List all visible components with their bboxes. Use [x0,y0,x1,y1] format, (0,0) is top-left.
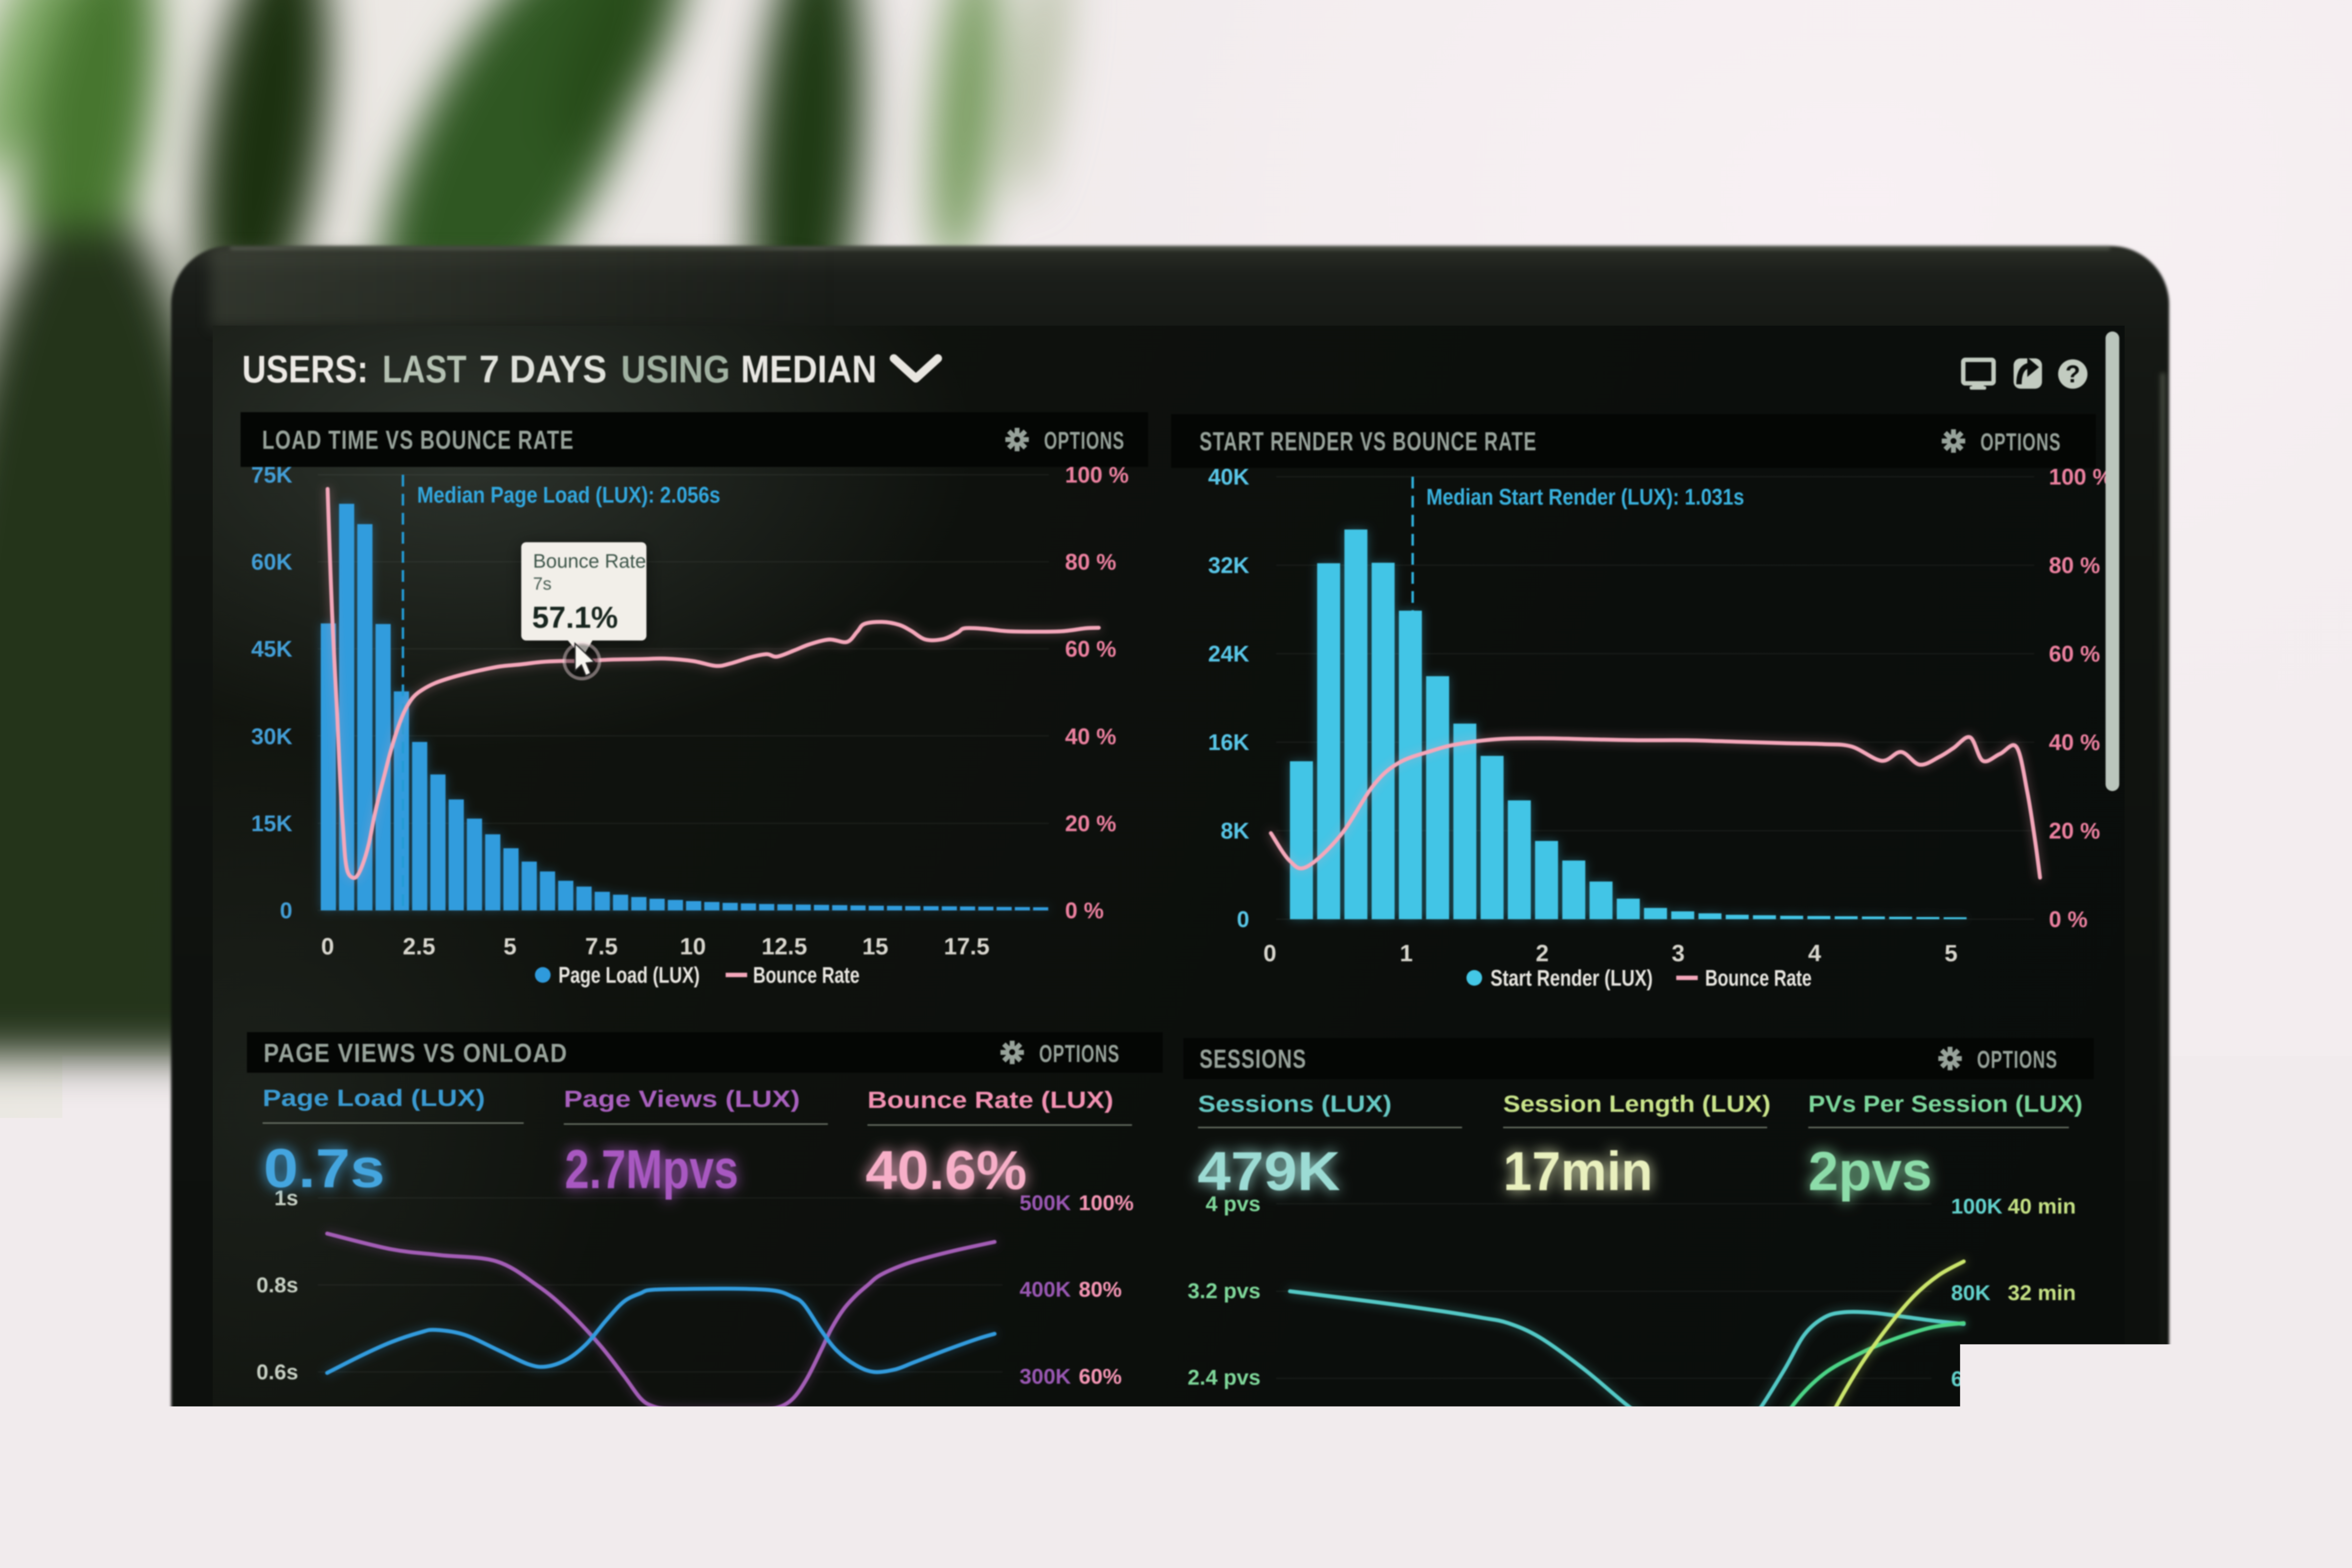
svg-text:5: 5 [504,934,517,960]
svg-text:16K: 16K [1208,729,1249,755]
svg-text:2: 2 [1536,941,1549,967]
svg-text:17.5: 17.5 [944,934,989,960]
svg-text:0: 0 [321,934,334,960]
svg-text:START RENDER VS BOUNCE RATE: START RENDER VS BOUNCE RATE [1199,427,1537,456]
svg-text:USING: USING [621,347,730,391]
svg-text:40%: 40% [1079,1452,1122,1476]
svg-text:0 %: 0 % [2049,906,2087,932]
svg-text:24K: 24K [1208,641,1249,666]
svg-text:80 %: 80 % [1065,549,1116,574]
svg-text:Page Views (LUX): Page Views (LUX) [564,1086,800,1112]
svg-text:Bounce Rate: Bounce Rate [753,962,860,988]
svg-text:Bounce Rate: Bounce Rate [1705,965,1812,991]
svg-text:MEDIAN: MEDIAN [741,347,877,391]
svg-text:2pvs: 2pvs [1808,1141,1932,1202]
svg-text:2.5: 2.5 [403,934,436,960]
svg-text:30K: 30K [251,724,292,749]
svg-text:300K: 300K [1020,1365,1071,1389]
svg-text:40K: 40K [1208,464,1249,489]
svg-text:32K: 32K [1208,552,1249,578]
svg-text:USERS:: USERS: [242,347,368,391]
svg-text:32 min: 32 min [2008,1281,2076,1305]
svg-text:0 %: 0 % [1065,898,1104,923]
svg-text:5: 5 [1945,941,1958,967]
svg-text:0.7s: 0.7s [264,1138,385,1199]
svg-text:4: 4 [2074,1414,2084,1435]
svg-text:2.7Mpvs: 2.7Mpvs [565,1139,738,1200]
svg-text:40 min: 40 min [2008,1194,2076,1218]
svg-text:15: 15 [862,934,888,960]
svg-text:60 %: 60 % [2049,641,2100,666]
svg-text:60 %: 60 % [1065,636,1116,662]
svg-text:60%: 60% [1079,1365,1122,1389]
svg-text:Median Start Render (LUX): 1.0: Median Start Render (LUX): 1.031s [1426,484,1744,509]
svg-text:SESSIONS: SESSIONS [1199,1044,1307,1074]
svg-text:0: 0 [280,898,292,923]
svg-text:200K: 200K [1020,1452,1071,1476]
svg-text:100 %: 100 % [2049,464,2112,489]
svg-text:LOAD TIME VS BOUNCE RATE: LOAD TIME VS BOUNCE RATE [262,425,574,455]
svg-text:Sessions (LUX): Sessions (LUX) [1198,1091,1392,1117]
svg-text:1: 1 [1400,941,1413,967]
svg-text:45K: 45K [251,636,292,662]
svg-text:3.2 pvs: 3.2 pvs [1188,1279,1261,1303]
svg-text:40 %: 40 % [2049,729,2100,755]
svg-text:OPTIONS: OPTIONS [1039,1040,1120,1067]
svg-text:8K: 8K [1220,818,1249,843]
svg-text:Page Load (LUX): Page Load (LUX) [263,1085,485,1111]
svg-text:?: ? [2065,360,2081,388]
svg-text:12.5: 12.5 [761,934,807,960]
svg-text:400K: 400K [1020,1278,1071,1302]
svg-text:4: 4 [1808,941,1821,967]
svg-text:100K: 100K [1951,1194,2002,1218]
svg-text:PAGE VIEWS VS ONLOAD: PAGE VIEWS VS ONLOAD [264,1038,568,1068]
svg-text:2.4 pvs: 2.4 pvs [1188,1366,1261,1390]
svg-text:7s: 7s [533,574,552,594]
svg-text:Page Load (LUX): Page Load (LUX) [558,962,700,988]
svg-text:Start Render (LUX): Start Render (LUX) [1490,965,1653,991]
svg-text:100 %: 100 % [1065,462,1129,487]
svg-text:OPTIONS: OPTIONS [1977,1046,2058,1073]
svg-text:20 %: 20 % [1065,811,1116,836]
svg-text:80K: 80K [1951,1281,1991,1305]
svg-text:40.6%: 40.6% [865,1140,1027,1201]
svg-text:3: 3 [1672,941,1685,967]
svg-text:7 DAYS: 7 DAYS [479,347,607,391]
svg-text:0.4s: 0.4s [256,1447,298,1471]
svg-text:100%: 100% [1079,1191,1134,1215]
svg-text:OPTIONS: OPTIONS [1044,427,1125,454]
svg-text:57.1%: 57.1% [532,601,618,635]
svg-text:0.8s: 0.8s [256,1273,298,1297]
svg-text:LAST: LAST [382,347,466,391]
svg-text:17min: 17min [1503,1141,1653,1202]
svg-text:PVs Per Session (LUX): PVs Per Session (LUX) [1808,1091,2083,1117]
svg-text:7.5: 7.5 [585,934,618,960]
svg-text:10: 10 [680,934,706,960]
svg-text:60K: 60K [251,549,292,574]
svg-text:0: 0 [1264,941,1277,967]
svg-text:60K: 60K [1951,1367,1991,1391]
svg-text:20 %: 20 % [2049,818,2100,843]
svg-text:24 min: 24 min [2008,1367,2076,1391]
svg-text:OPTIONS: OPTIONS [1980,428,2061,456]
svg-text:15K: 15K [251,811,292,836]
svg-text:80%: 80% [1079,1278,1122,1302]
svg-text:Bounce Rate (LUX): Bounce Rate (LUX) [867,1087,1113,1113]
svg-text:75K: 75K [251,462,292,487]
svg-text:0.6s: 0.6s [256,1360,298,1384]
svg-text:80 %: 80 % [2049,552,2100,578]
svg-text:0: 0 [1237,906,1249,932]
svg-text:40K: 40K [1951,1454,1991,1478]
svg-text:Median Page Load (LUX): 2.056s: Median Page Load (LUX): 2.056s [417,482,720,508]
svg-text:479K: 479K [1198,1141,1340,1202]
svg-text:40 %: 40 % [1065,724,1116,749]
svg-text:Bounce Rate: Bounce Rate [533,551,646,572]
svg-text:500K: 500K [1020,1191,1071,1215]
svg-text:Session Length (LUX): Session Length (LUX) [1503,1091,1771,1117]
svg-text:1.6 pvs: 1.6 pvs [1188,1453,1261,1477]
